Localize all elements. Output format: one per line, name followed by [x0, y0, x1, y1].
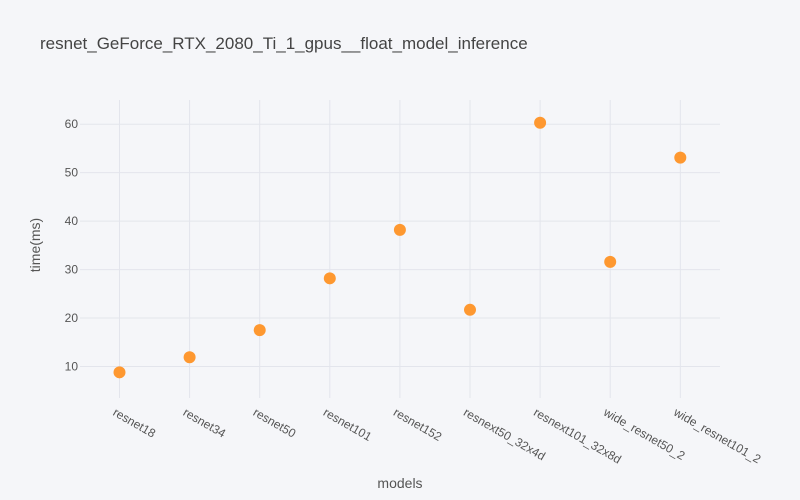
y-tick-label: 10: [65, 360, 79, 374]
data-point[interactable]: [253, 324, 266, 337]
x-axis-title: models: [377, 475, 422, 491]
data-point[interactable]: [113, 366, 126, 379]
x-tick-label: wide_resnet101_2: [671, 405, 764, 467]
x-tick-label: resnet50: [251, 405, 299, 441]
y-tick-label: 20: [65, 311, 79, 325]
data-point[interactable]: [393, 223, 406, 236]
data-point[interactable]: [674, 151, 687, 164]
data-point[interactable]: [604, 255, 617, 268]
x-tick-label: resnet101: [321, 405, 375, 444]
data-point[interactable]: [323, 272, 336, 285]
x-tick-label: resnet152: [391, 405, 445, 444]
data-point[interactable]: [534, 116, 547, 129]
y-axis-title: time(ms): [27, 218, 43, 272]
x-tick-label: resnet34: [181, 405, 229, 441]
y-tick-label: 40: [65, 214, 79, 228]
y-tick-label: 50: [65, 166, 79, 180]
data-point[interactable]: [464, 303, 476, 316]
x-tick-label: resnet18: [111, 405, 159, 441]
y-tick-label: 30: [65, 263, 79, 277]
chart-title: resnet_GeForce_RTX_2080_Ti_1_gpus__float…: [40, 34, 528, 53]
y-tick-label: 60: [65, 117, 79, 131]
data-point[interactable]: [183, 351, 196, 364]
